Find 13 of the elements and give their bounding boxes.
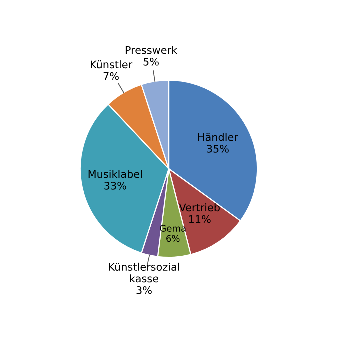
data-label: 33% <box>104 182 126 190</box>
data-label: 6% <box>166 235 180 242</box>
slice-label: Händler <box>198 133 238 142</box>
slice-label: Vertrieb <box>179 204 220 212</box>
slice-label: Künstler <box>91 60 133 69</box>
slice-label: Künstlersozial kasse <box>109 262 180 283</box>
data-label: 35% <box>207 145 229 153</box>
slice-label: Musiklabel <box>88 170 142 178</box>
data-label: 11% <box>189 215 211 224</box>
data-label: 7% <box>104 72 119 80</box>
data-label: 3% <box>136 286 152 294</box>
data-label: 5% <box>144 58 159 66</box>
slice-label: Presswerk <box>126 46 178 54</box>
